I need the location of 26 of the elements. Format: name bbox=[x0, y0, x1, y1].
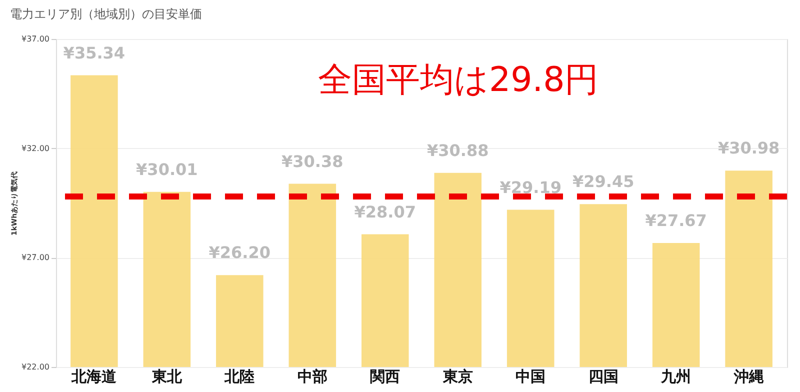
y-tick-label: ¥32.00 bbox=[22, 144, 50, 153]
x-tick-label: 東京 bbox=[442, 368, 473, 386]
data-label: ¥27.67 bbox=[645, 211, 707, 230]
x-tick-label: 東北 bbox=[150, 368, 183, 386]
data-label: ¥29.19 bbox=[500, 178, 562, 197]
x-tick-label: 沖縄 bbox=[732, 368, 764, 386]
data-label: ¥29.45 bbox=[572, 172, 634, 192]
chart-title: 電力エリア別（地域別）の目安単価 bbox=[10, 7, 202, 21]
x-tick-label: 九州 bbox=[660, 368, 692, 386]
y-tick-label: ¥37.00 bbox=[22, 34, 50, 44]
data-label: ¥26.20 bbox=[208, 243, 271, 262]
data-label: ¥30.38 bbox=[282, 152, 344, 171]
ref-line-label: 全国平均は29.8円 bbox=[318, 60, 599, 100]
x-tick-label: 中部 bbox=[297, 368, 328, 386]
data-label: ¥30.01 bbox=[136, 160, 198, 179]
data-label: ¥30.88 bbox=[426, 140, 489, 160]
x-tick-label: 北海道 bbox=[70, 368, 118, 386]
data-label: ¥28.07 bbox=[354, 202, 416, 222]
x-tick-label: 北陸 bbox=[224, 368, 255, 386]
data-label: ¥30.98 bbox=[718, 138, 780, 158]
x-tick-label: 四国 bbox=[588, 368, 618, 386]
y-tick-label: ¥27.00 bbox=[22, 253, 50, 262]
y-tick-label: ¥22.00 bbox=[22, 362, 50, 372]
x-tick-label: 関西 bbox=[370, 368, 400, 386]
data-label: ¥35.34 bbox=[63, 43, 126, 62]
x-tick-label: 中国 bbox=[516, 368, 546, 386]
